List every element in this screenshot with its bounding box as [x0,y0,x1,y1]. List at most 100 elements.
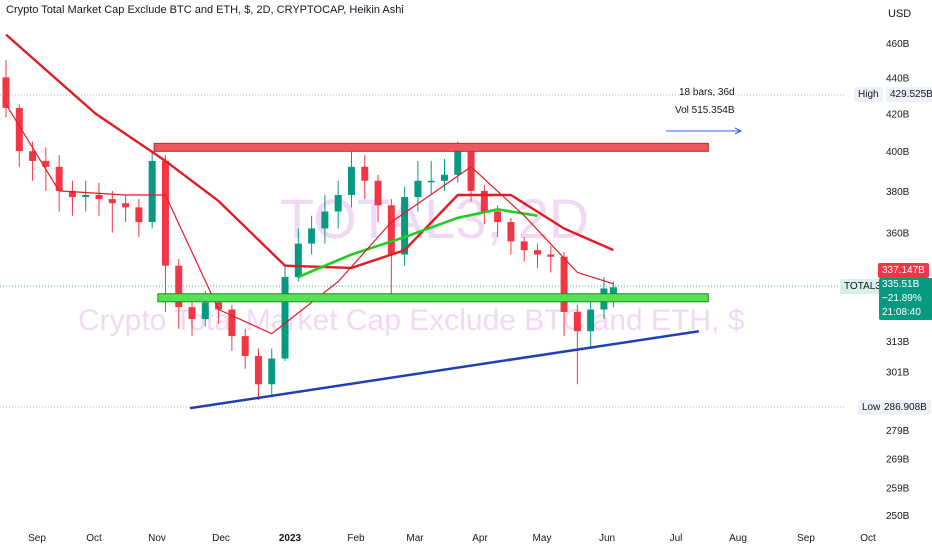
candle-body [334,194,342,212]
candle-body [15,107,23,152]
candle-body [68,190,76,198]
chart-title: Crypto Total Market Cap Exclude BTC and … [6,4,404,16]
candle-body [254,356,262,385]
candle-body [374,180,382,206]
bar-countdown: 21:08:40 [882,307,921,318]
candle-body [494,211,502,223]
price-axis-label: 460B [886,39,910,50]
time-axis-label: Apr [472,533,488,544]
watermark-description: Crypto Total Market Cap Exclude BTC and … [78,304,745,337]
candle-body [507,222,515,242]
green-moving-average-line [297,208,538,279]
time-axis-label: Nov [148,533,166,544]
fast-moving-average-line [5,103,614,335]
candle-body [188,307,196,320]
candle-body [520,241,528,251]
price-axis-label: 360B [886,229,910,240]
candle-body [347,166,355,195]
last-price-value: 335.51B [882,279,920,290]
moving-average-price-tag: 337.147B [878,263,929,278]
candle-body [308,228,316,244]
price-axis-label: 301B [886,367,910,378]
resistance-zone [153,142,709,152]
low-tag-label: Low [858,400,885,415]
symbol-tag: TOTAL3 [840,279,885,294]
time-axis: Sep Oct Nov Dec 2023 Feb Mar Apr May Jun Jul Aug Sep… [28,533,876,544]
candlestick-series [2,60,617,401]
candle-body [122,203,130,208]
candle-body [228,309,236,337]
candle-body [321,211,329,229]
price-axis-label: 259B [886,484,910,495]
candle-body [95,194,103,200]
candle-body [454,151,462,175]
candle-body [467,151,475,191]
candle-body [281,276,289,359]
candle-body [148,160,156,223]
price-axis-label: 440B [886,73,910,84]
candle-body [241,336,249,357]
price-axis-label: 279B [886,426,910,437]
candle-body [427,180,435,183]
candle-body [533,250,541,255]
measure-arrow-head [734,127,743,135]
candle-body [294,243,302,277]
candle-body [2,77,10,108]
candle-body [387,205,395,255]
price-axis-label: 269B [886,454,910,465]
candle-body [201,302,209,320]
candle-body [55,166,63,191]
time-axis-label: 2023 [279,533,302,544]
time-axis-label: Sep [28,533,46,544]
time-axis-label: May [533,533,552,544]
slow-moving-average-line [5,33,614,270]
candle-body [361,166,369,181]
candle-body [401,197,409,255]
price-axis-label: 313B [886,337,910,348]
time-axis-label: Oct [86,533,102,544]
candle-body [547,254,555,257]
candle-body [414,180,422,198]
time-axis-label: Jul [670,533,683,544]
price-axis-label: 250B [886,511,910,522]
price-axis-label: 400B [886,147,910,158]
candle-body [440,174,448,181]
candle-body [29,151,37,161]
time-axis-label: Jun [599,533,615,544]
currency-label[interactable]: USD [888,8,912,20]
candle-body [215,302,223,310]
price-axis-label: 380B [886,187,910,198]
time-axis-label: Oct [860,533,876,544]
candle-body [42,160,50,167]
candle-body [108,199,116,204]
candle-body [268,358,276,385]
time-axis-label: Feb [347,533,365,544]
measure-bars-text: 18 bars, 36d [679,87,735,98]
low-tag-value: 286.908B [880,400,931,415]
candle-body [161,160,169,266]
moving-average-lines [5,33,614,335]
candle-body [560,256,568,312]
last-price-box: 335.51B −21.89% 21:08:40 [879,278,932,320]
drawing-layer [153,127,743,410]
support-zone [157,293,709,303]
high-tag-value: 429.525B [886,87,932,102]
measure-volume-text: Vol 515.354B [675,105,735,116]
candle-body [135,207,143,223]
candle-body [573,311,581,332]
time-axis-label: Sep [797,533,815,544]
price-change-percent: −21.89% [882,293,922,304]
time-axis-label: Dec [212,533,230,544]
high-tag-label: High [854,87,883,102]
candle-body [175,265,183,308]
price-axis: 460B 440B 420B 400B 380B 360B 313B 301B 279B 269B… [886,39,910,522]
candle-body [587,309,595,332]
time-axis-label: Aug [729,533,747,544]
time-axis-label: Mar [406,533,424,544]
ascending-trendline [189,329,700,410]
candle-body [82,194,90,198]
price-axis-label: 420B [886,109,910,120]
